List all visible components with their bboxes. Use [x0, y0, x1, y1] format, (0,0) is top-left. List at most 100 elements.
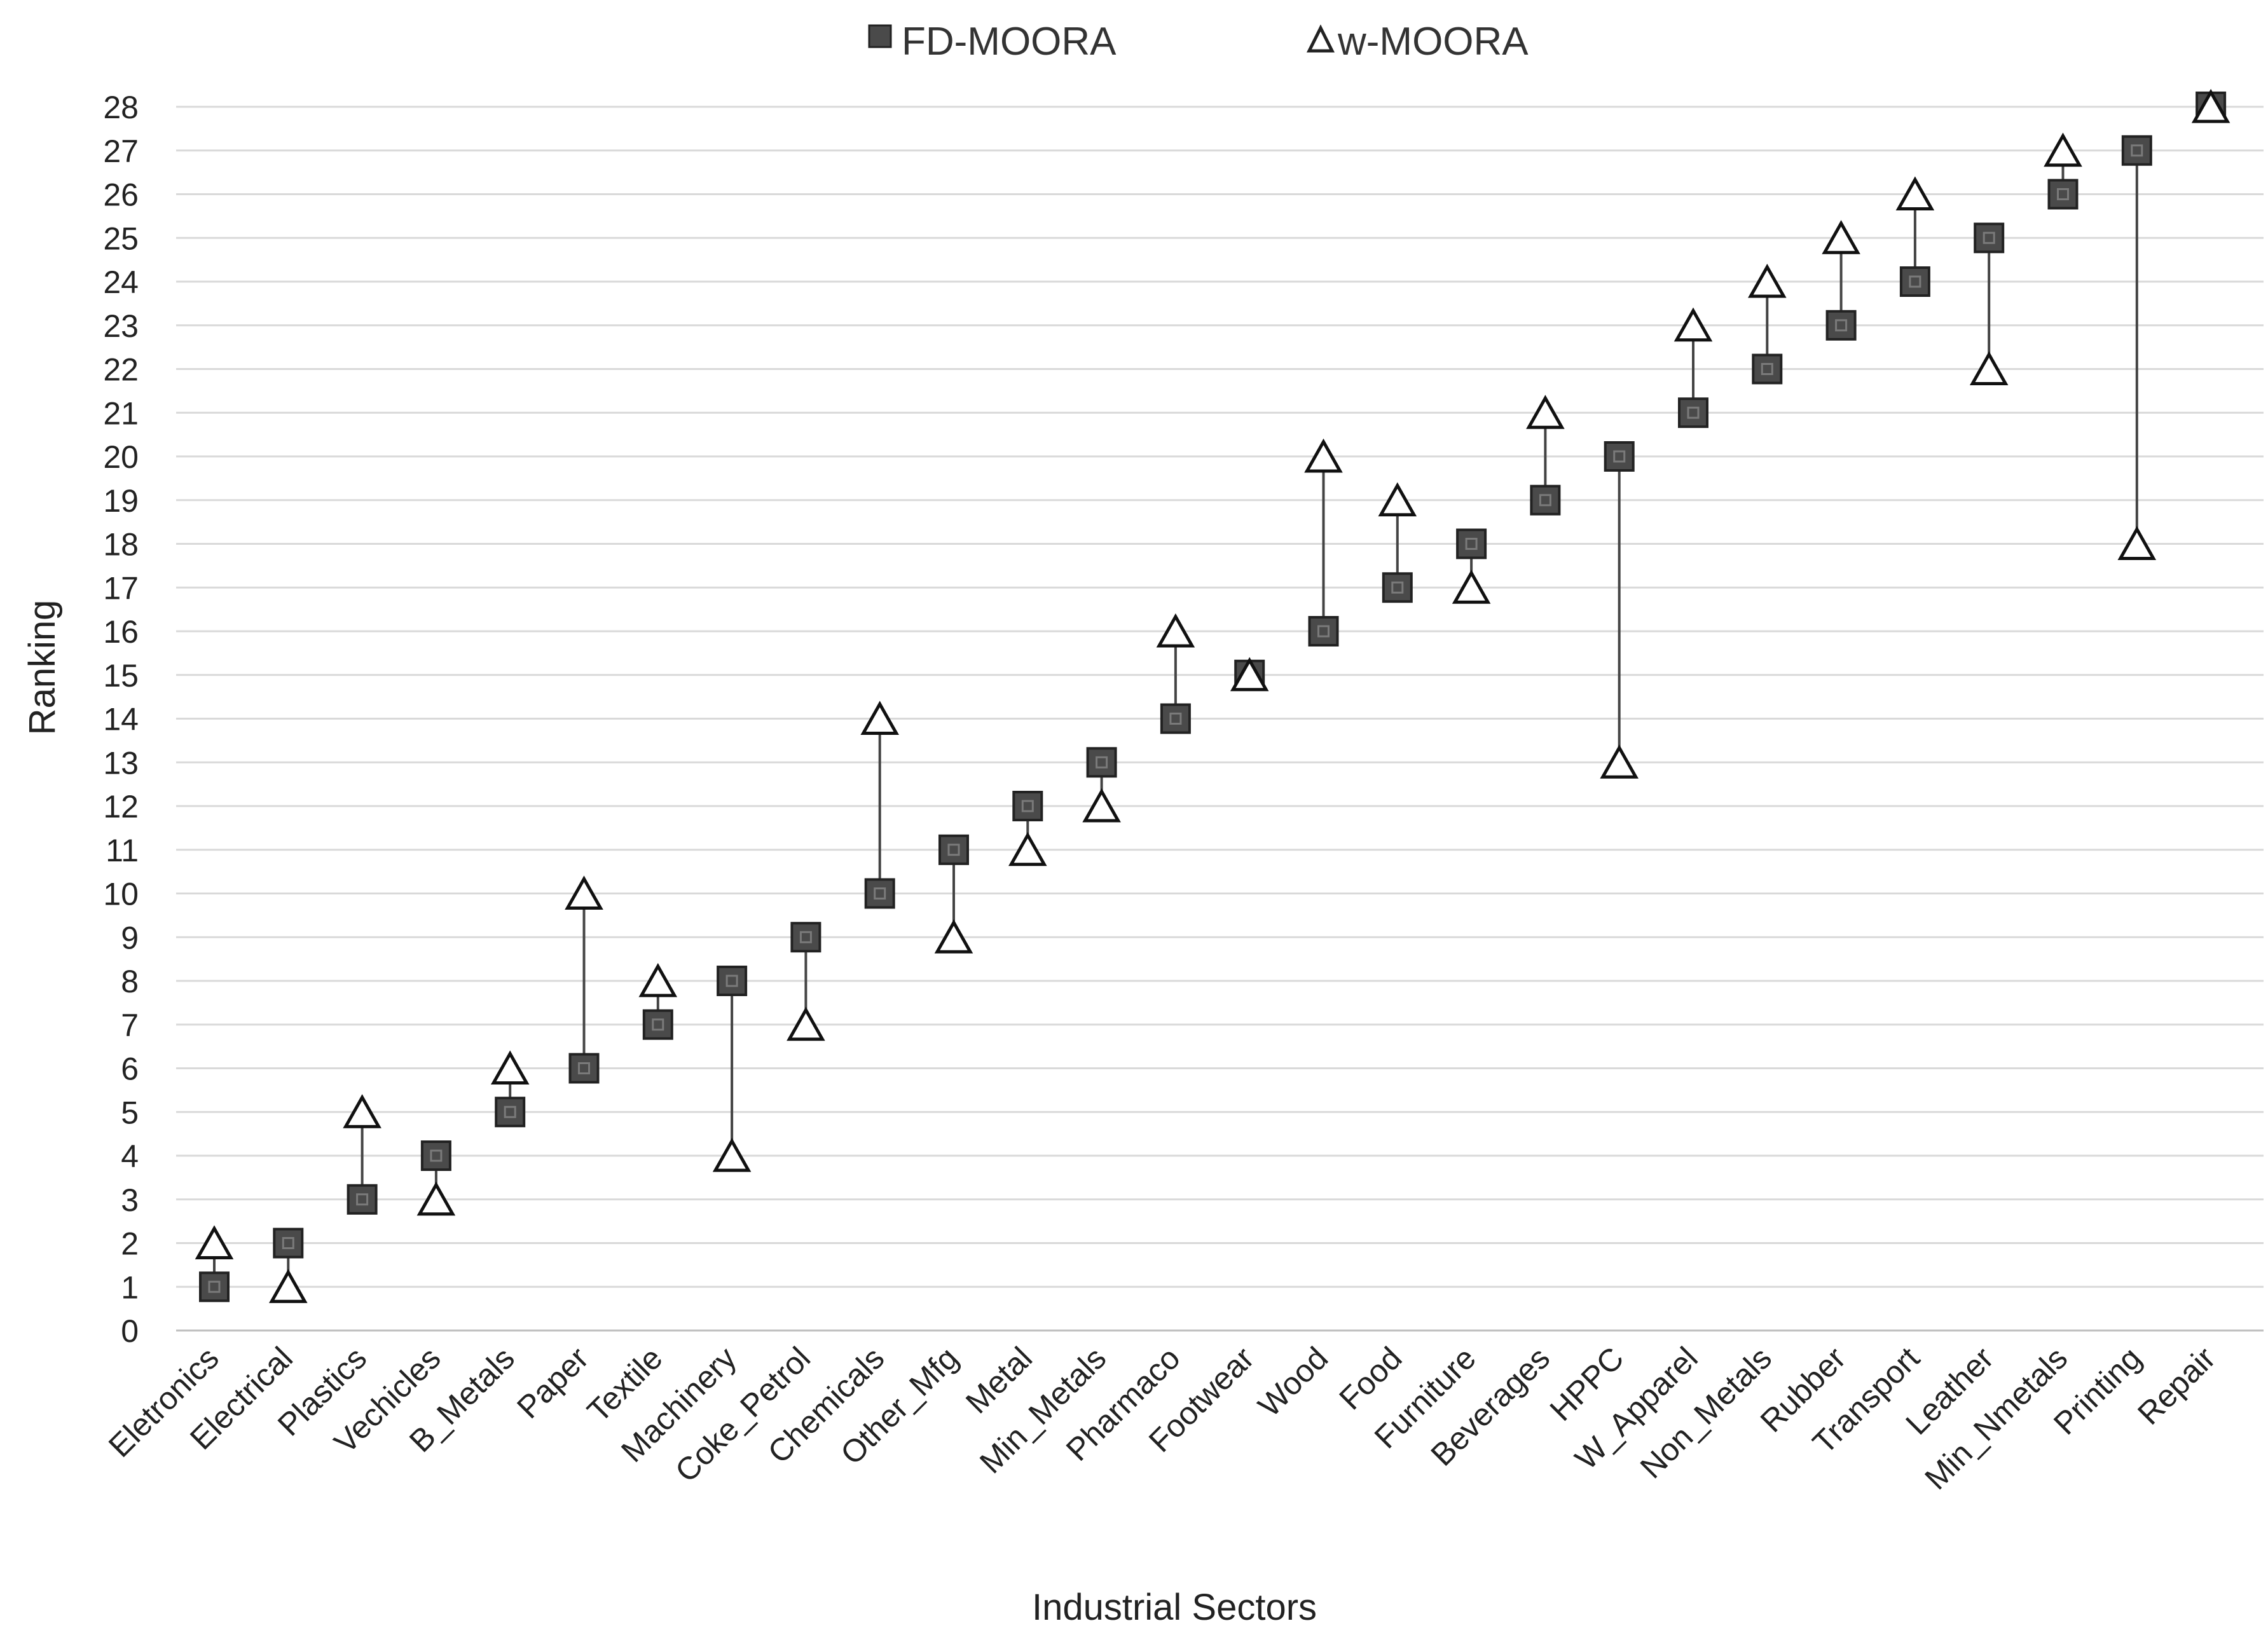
w-moora-point-Metal: [1008, 831, 1047, 866]
fd-moora-point-inner-Non_Metals: [1761, 363, 1773, 375]
fd-moora-point-inner-Other_Mfg: [947, 844, 960, 856]
x-tick-Repair: Repair: [2131, 1340, 2222, 1432]
w-moora-point-Chemicals: [860, 701, 899, 735]
fd-moora-point-Food: [1382, 572, 1413, 603]
w-moora-point-Paper: [565, 875, 603, 910]
fd-moora-point-inner-Wood: [1317, 625, 1330, 638]
fd-moora-point-inner-Printing: [2131, 144, 2143, 157]
w-moora-point-W_Apparel: [1674, 307, 1713, 342]
y-tick-20: 20: [103, 439, 139, 475]
w-moora-point-Footwear: [1230, 657, 1269, 692]
fd-moora-point-Eletronics: [199, 1271, 230, 1303]
y-tick-16: 16: [103, 614, 139, 650]
fd-moora-point-inner-Min_Nmetals: [2057, 188, 2069, 200]
fd-moora-point-W_Apparel: [1678, 397, 1708, 428]
w-moora-point-Repair: [2191, 88, 2230, 123]
y-tick-27: 27: [103, 133, 139, 169]
fd-moora-point-Electrical: [273, 1228, 304, 1259]
w-moora-point-Textile: [638, 962, 678, 997]
fd-moora-point-inner-Pharmaco: [1169, 713, 1182, 725]
w-moora-point-Leather: [1969, 351, 2009, 385]
y-tick-11: 11: [106, 833, 139, 868]
fd-moora-point-inner-Eletronics: [208, 1280, 221, 1293]
x-tick-Wood: Wood: [1251, 1340, 1335, 1423]
fd-moora-point-Textile: [642, 1009, 673, 1040]
y-tick-22: 22: [103, 352, 139, 388]
fd-moora-point-inner-Chemicals: [874, 887, 886, 900]
w-moora-point-Furniture: [1452, 570, 1491, 604]
y-tick-24: 24: [103, 264, 139, 300]
gridlines: [176, 106, 2264, 1288]
y-tick-7: 7: [121, 1008, 139, 1043]
y-tick-1: 1: [121, 1269, 139, 1305]
w-moora-point-Vechicles: [416, 1181, 456, 1216]
y-tick-2: 2: [121, 1226, 139, 1262]
w-moora-point-HPPC: [1600, 744, 1639, 779]
w-moora-point-Eletronics: [195, 1225, 234, 1259]
fd-moora-point-inner-Plastics: [356, 1193, 369, 1206]
fd-moora-point-inner-Machinery: [725, 975, 738, 987]
w-moora-point-Beverages: [1526, 395, 1565, 429]
y-tick-10: 10: [103, 877, 139, 912]
fd-moora-point-inner-Paper: [578, 1062, 590, 1074]
y-tick-17: 17: [103, 570, 139, 606]
legend-w-moora-marker: [1306, 24, 1335, 53]
fd-moora-point-Leather: [1974, 222, 2005, 254]
y-tick-25: 25: [103, 221, 139, 256]
y-tick-9: 9: [121, 920, 139, 955]
fd-moora-point-inner-Coke_Petrol: [799, 931, 812, 943]
fd-moora-point-Vechicles: [420, 1140, 451, 1171]
fd-moora-point-Printing: [2121, 135, 2152, 166]
fd-moora-point-Non_Metals: [1752, 353, 1783, 385]
w-moora-point-Other_Mfg: [934, 919, 973, 954]
y-tick-3: 3: [121, 1182, 139, 1218]
fd-moora-point-Wood: [1308, 616, 1339, 647]
fd-moora-point-inner-HPPC: [1613, 450, 1626, 463]
x-axis-title: Industrial Sectors: [1032, 1587, 1317, 1628]
w-moora-point-Rubber: [1822, 220, 1860, 254]
fd-moora-point-inner-W_Apparel: [1687, 406, 1700, 419]
y-tick-26: 26: [103, 177, 139, 213]
y-tick-labels: 0123456789101112131415161718192021222324…: [103, 90, 139, 1349]
fd-moora-point-Coke_Petrol: [790, 922, 821, 953]
y-tick-21: 21: [103, 395, 139, 431]
w-moora-point-Printing: [2117, 526, 2157, 560]
w-moora-point-Min_Metals: [1082, 788, 1121, 823]
fd-moora-point-inner-B_Metals: [504, 1105, 516, 1118]
fd-moora-point-Min_Nmetals: [2047, 179, 2079, 210]
y-tick-0: 0: [121, 1313, 139, 1349]
fd-moora-point-inner-Vechicles: [430, 1149, 443, 1162]
fd-moora-point-Machinery: [717, 966, 748, 996]
fd-moora-point-B_Metals: [495, 1097, 526, 1128]
fd-moora-point-inner-Rubber: [1835, 319, 1848, 332]
fd-moora-point-inner-Electrical: [282, 1237, 294, 1249]
fd-moora-point-Furniture: [1456, 528, 1487, 559]
fd-moora-point-inner-Min_Metals: [1096, 756, 1108, 769]
w-moora-point-Electrical: [269, 1269, 308, 1303]
fd-moora-point-inner-Leather: [1983, 231, 1995, 244]
w-moora-point-Transport: [1895, 176, 1935, 210]
w-moora-point-B_Metals: [490, 1050, 530, 1084]
w-moora-point-Machinery: [712, 1137, 752, 1172]
w-moora-point-Wood: [1304, 438, 1343, 473]
x-tick-Paper: Paper: [510, 1340, 595, 1425]
y-tick-19: 19: [103, 483, 139, 519]
y-tick-6: 6: [121, 1051, 139, 1087]
y-axis-title: Ranking: [22, 600, 63, 735]
fd-moora-point-inner-Furniture: [1465, 538, 1478, 550]
fd-moora-point-Transport: [1899, 266, 1930, 297]
fd-moora-point-inner-Textile: [652, 1018, 664, 1031]
y-tick-14: 14: [103, 702, 139, 737]
fd-moora-point-Pharmaco: [1160, 703, 1191, 734]
legend-w-moora-label: w-MOORA: [1337, 20, 1529, 64]
fd-moora-point-Paper: [568, 1053, 600, 1084]
data-markers: [195, 88, 2230, 1303]
legend-fd-moora-label: FD-MOORA: [902, 20, 1117, 64]
w-moora-point-Coke_Petrol: [787, 1006, 825, 1041]
legend: FD-MOORA w-MOORA: [868, 20, 1529, 64]
fd-moora-point-Plastics: [347, 1184, 378, 1215]
fd-moora-point-Other_Mfg: [938, 834, 969, 865]
fd-moora-point-inner-Food: [1391, 581, 1404, 594]
fd-moora-point-inner-Transport: [1909, 275, 1921, 288]
